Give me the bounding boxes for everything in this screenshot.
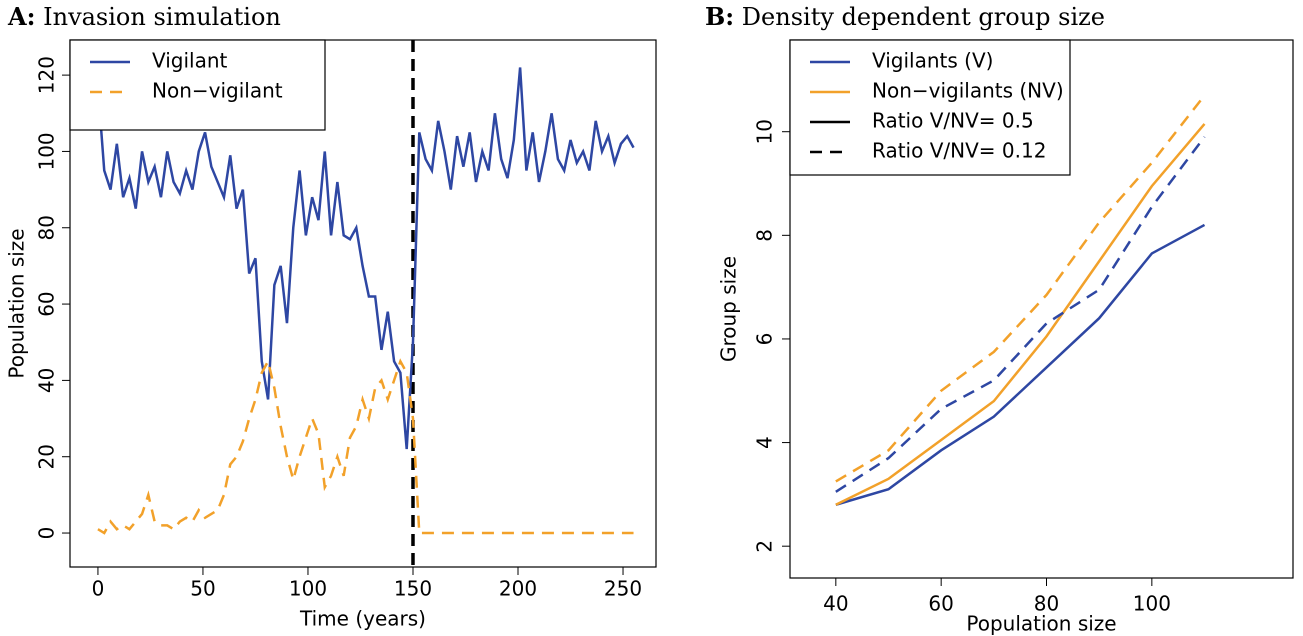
y-tick-label: 2 xyxy=(753,540,777,553)
y-tick-label: 120 xyxy=(35,56,59,94)
y-axis-label: Population size xyxy=(5,228,29,378)
x-tick-label: 100 xyxy=(289,577,327,601)
y-tick-label: 4 xyxy=(753,436,777,449)
y-tick-label: 80 xyxy=(35,215,59,240)
legend-label: Ratio V/NV= 0.12 xyxy=(872,139,1046,163)
x-tick-label: 50 xyxy=(190,577,215,601)
title: Invasion simulation xyxy=(43,3,281,31)
y-tick-label: 100 xyxy=(35,132,59,170)
legend-label: Ratio V/NV= 0.5 xyxy=(872,109,1034,133)
legend-label: Vigilants (V) xyxy=(872,49,993,73)
plot-frame xyxy=(69,39,657,568)
series-line xyxy=(835,94,1206,483)
x-tick-label: 60 xyxy=(928,592,953,616)
panel-label: A: xyxy=(7,2,35,31)
panel-title: B: Density dependent group size xyxy=(705,2,1105,31)
series-line xyxy=(835,223,1206,506)
y-tick-label: 6 xyxy=(753,333,777,346)
y-tick-label: 0 xyxy=(35,527,59,540)
legend-label: Vigilant xyxy=(152,49,228,73)
x-tick-label: 250 xyxy=(604,577,642,601)
x-tick-label: 100 xyxy=(1133,592,1171,616)
x-tick-label: 80 xyxy=(1034,592,1059,616)
y-tick-label: 60 xyxy=(35,291,59,316)
panel-label: B: xyxy=(705,2,734,31)
x-axis-label: Population size xyxy=(966,612,1116,636)
legend-label: Non−vigilants (NV) xyxy=(872,79,1064,103)
series-line xyxy=(835,123,1206,506)
title: Density dependent group size xyxy=(742,3,1105,31)
y-tick-label: 8 xyxy=(753,229,777,242)
legend-box xyxy=(69,39,326,131)
y-tick-label: 20 xyxy=(35,444,59,469)
x-axis-label: Time (years) xyxy=(299,607,426,631)
y-axis-label: Group size xyxy=(717,256,741,362)
x-tick-label: 0 xyxy=(92,577,105,601)
series-line xyxy=(96,67,635,450)
x-tick-label: 150 xyxy=(394,577,432,601)
y-tick-label: 10 xyxy=(753,119,777,144)
panel-title: A: Invasion simulation xyxy=(7,2,281,31)
x-tick-label: 200 xyxy=(499,577,537,601)
y-tick-label: 40 xyxy=(35,368,59,393)
x-tick-label: 40 xyxy=(823,592,848,616)
series-line xyxy=(97,357,634,535)
legend-label: Non−vigilant xyxy=(152,79,283,103)
